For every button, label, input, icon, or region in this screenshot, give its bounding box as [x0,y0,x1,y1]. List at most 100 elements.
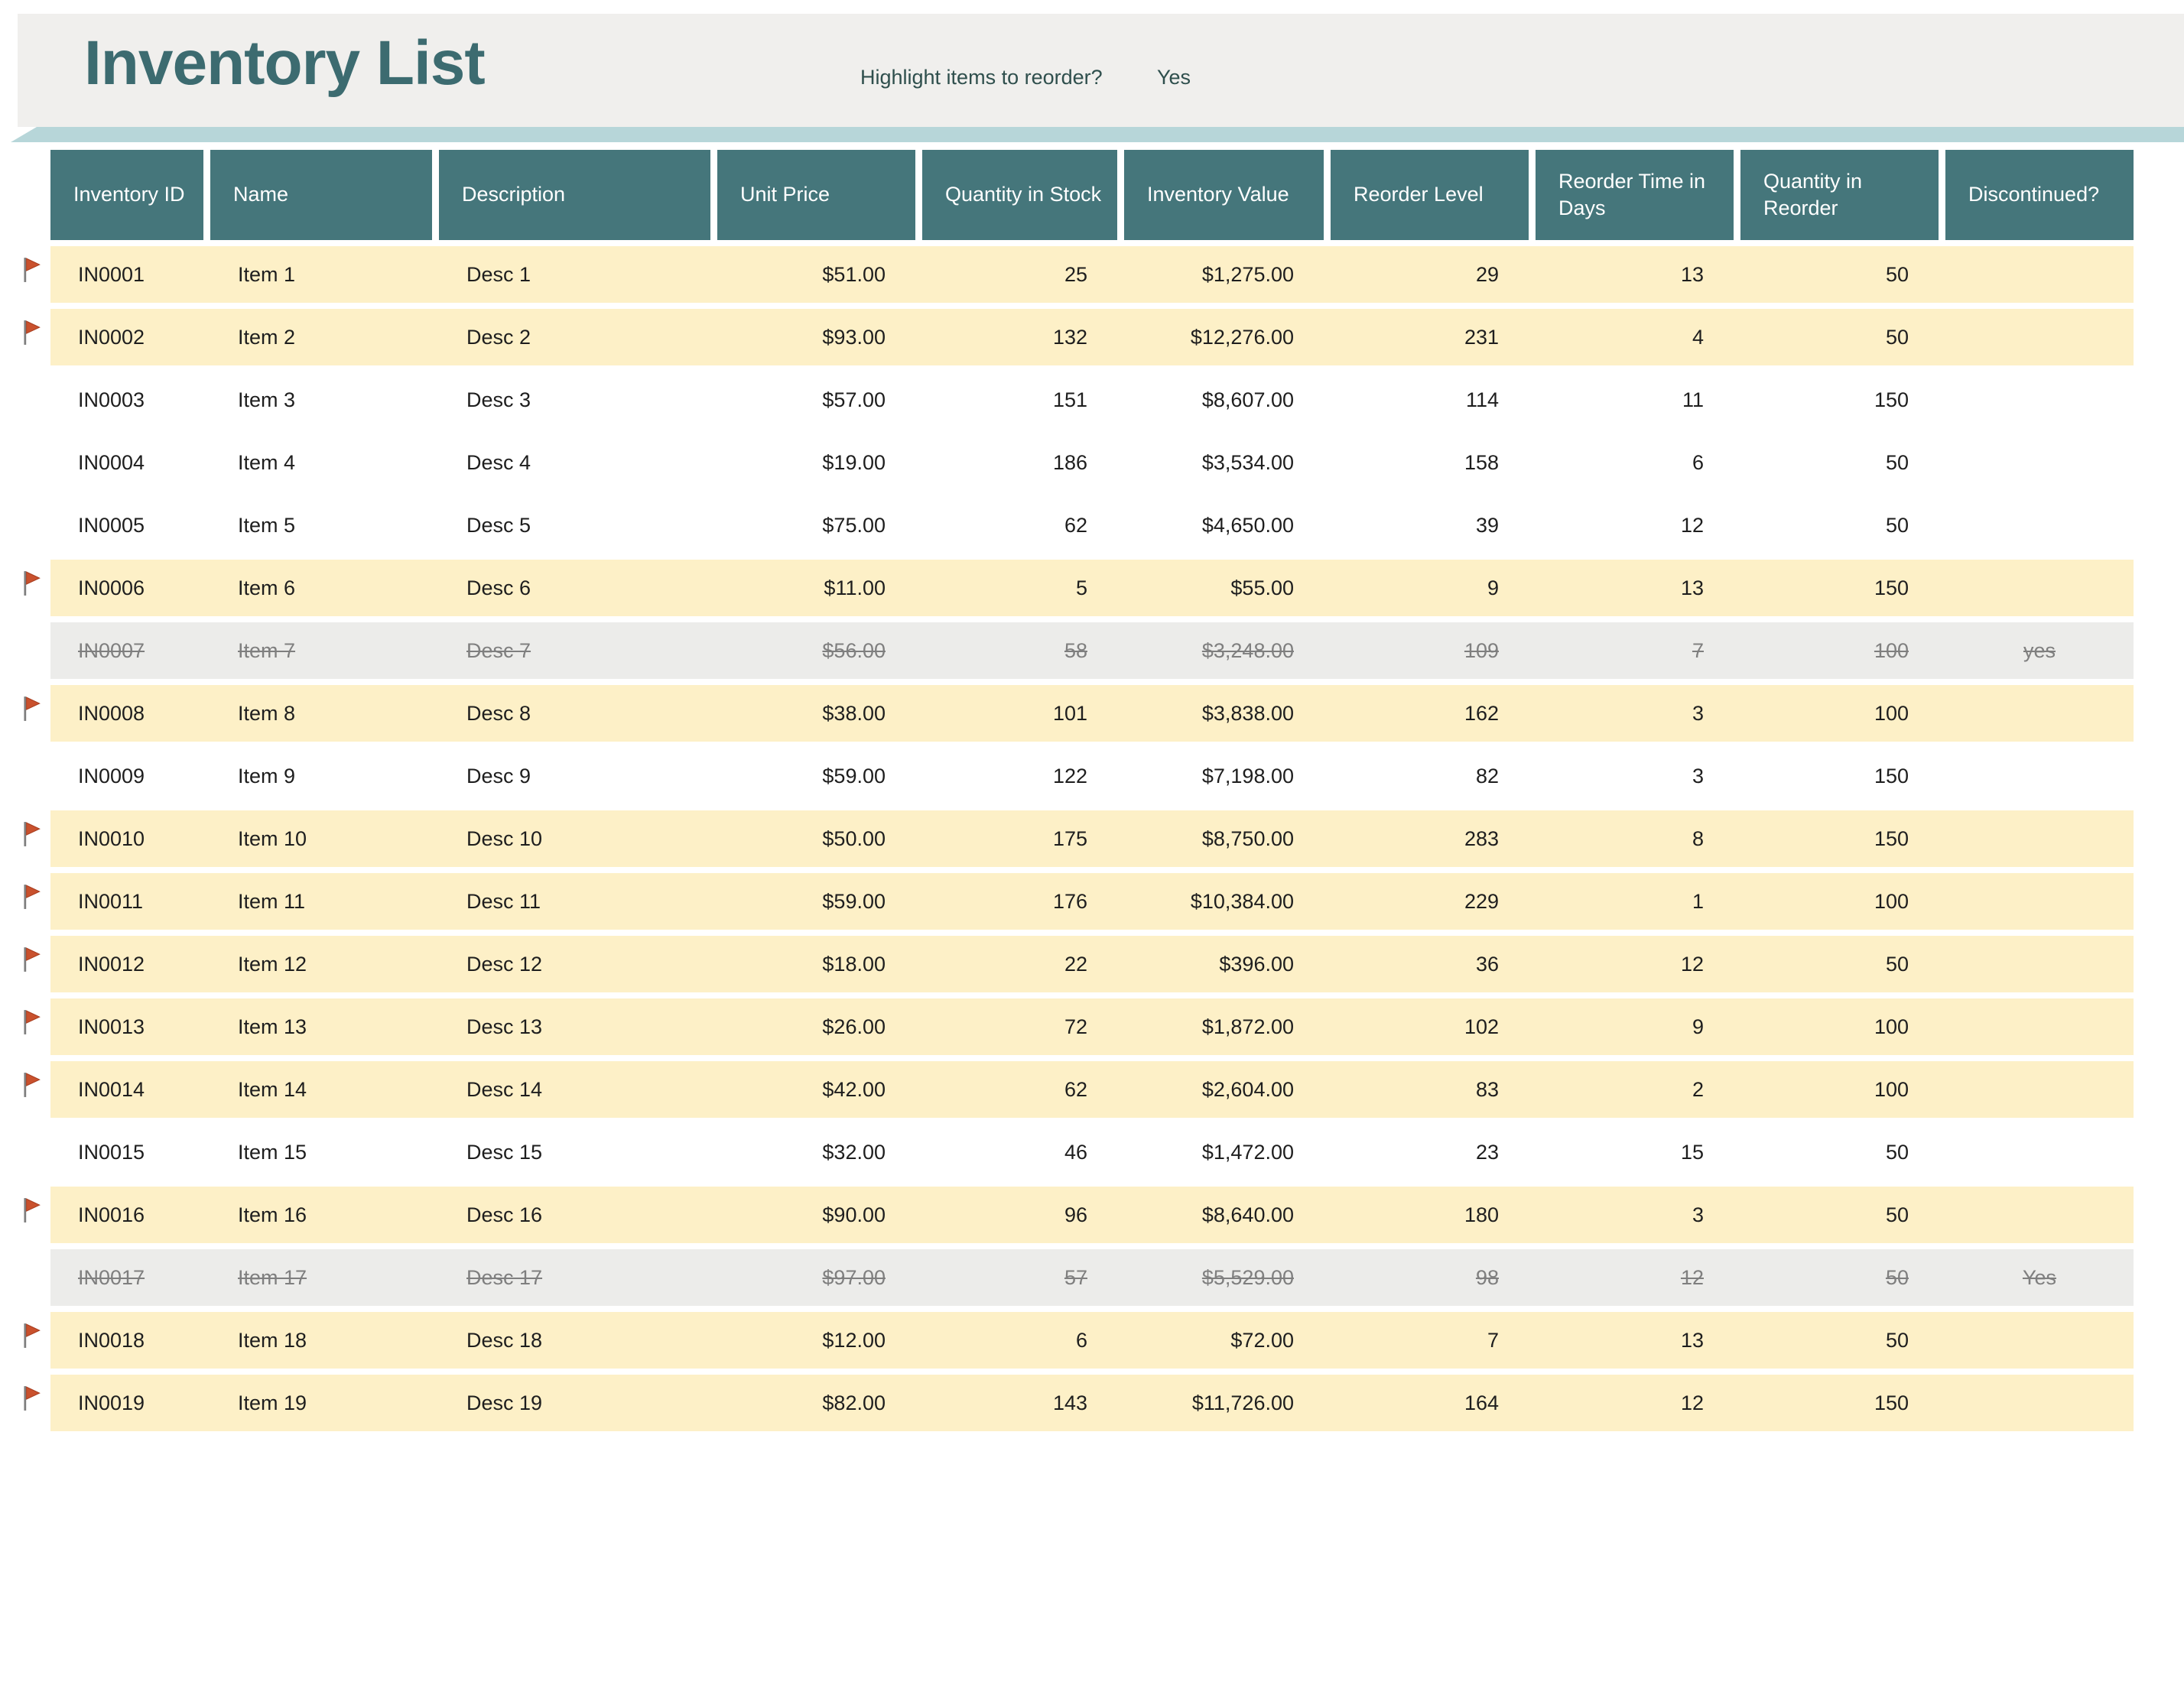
cell-inventory-id[interactable]: IN0006 [78,576,145,599]
cell-inventory-value[interactable]: $8,750.00 [1201,826,1294,850]
cell-reorder-level[interactable]: 23 [1475,1140,1499,1164]
cell-inventory-id[interactable]: IN0005 [78,513,145,537]
cell-quantity-in-reorder[interactable]: 150 [1874,576,1909,599]
cell-name[interactable]: Item 4 [238,450,296,474]
cell-quantity-in-stock[interactable]: 132 [1052,325,1087,349]
cell-description[interactable]: Desc 9 [466,764,531,787]
cell-reorder-level[interactable]: 39 [1475,513,1499,537]
cell-quantity-in-reorder[interactable]: 150 [1874,826,1909,850]
cell-quantity-in-reorder[interactable]: 50 [1885,1265,1909,1289]
cell-name[interactable]: Item 8 [238,701,296,725]
cell-quantity-in-stock[interactable]: 5 [1075,576,1087,599]
cell-quantity-in-reorder[interactable]: 100 [1874,701,1909,725]
cell-unit-price[interactable]: $93.00 [822,325,886,349]
cell-reorder-time-in-days[interactable]: 2 [1692,1077,1704,1101]
cell-description[interactable]: Desc 14 [466,1077,543,1101]
cell-unit-price[interactable]: $19.00 [822,450,886,474]
cell-inventory-id[interactable]: IN0012 [78,952,145,976]
column-header-quantity-in-reorder[interactable]: Quantity in Reorder [1740,150,1945,240]
cell-inventory-id[interactable]: IN0016 [78,1203,145,1226]
cell-discontinued[interactable] [1945,434,2134,491]
cell-discontinued[interactable] [1945,372,2134,428]
cell-inventory-value[interactable]: $10,384.00 [1190,889,1294,913]
cell-quantity-in-reorder[interactable]: 50 [1885,262,1909,286]
cell-name[interactable]: Item 17 [238,1265,307,1289]
cell-reorder-time-in-days[interactable]: 13 [1680,262,1704,286]
cell-reorder-time-in-days[interactable]: 3 [1692,1203,1704,1226]
cell-quantity-in-reorder[interactable]: 50 [1885,513,1909,537]
cell-description[interactable]: Desc 5 [466,513,531,537]
cell-reorder-time-in-days[interactable]: 3 [1692,764,1704,787]
cell-quantity-in-stock[interactable]: 186 [1052,450,1087,474]
cell-reorder-time-in-days[interactable]: 9 [1692,1015,1704,1038]
cell-inventory-value[interactable]: $1,872.00 [1201,1015,1294,1038]
cell-inventory-value[interactable]: $2,604.00 [1201,1077,1294,1101]
cell-quantity-in-reorder[interactable]: 50 [1885,325,1909,349]
cell-description[interactable]: Desc 1 [466,262,531,286]
cell-quantity-in-reorder[interactable]: 100 [1874,1015,1909,1038]
cell-name[interactable]: Item 15 [238,1140,307,1164]
cell-discontinued[interactable] [1945,873,2134,930]
cell-discontinued[interactable] [1945,748,2134,804]
cell-quantity-in-reorder[interactable]: 150 [1874,764,1909,787]
cell-inventory-id[interactable]: IN0017 [78,1265,145,1289]
cell-description[interactable]: Desc 17 [466,1265,543,1289]
cell-quantity-in-stock[interactable]: 176 [1052,889,1087,913]
column-header-unit-price[interactable]: Unit Price [717,150,922,240]
cell-inventory-value[interactable]: $396.00 [1219,952,1294,976]
cell-reorder-time-in-days[interactable]: 13 [1680,1328,1704,1352]
cell-inventory-id[interactable]: IN0018 [78,1328,145,1352]
cell-quantity-in-reorder[interactable]: 50 [1885,952,1909,976]
cell-inventory-id[interactable]: IN0014 [78,1077,145,1101]
cell-reorder-level[interactable]: 109 [1464,638,1499,662]
cell-quantity-in-reorder[interactable]: 100 [1874,1077,1909,1101]
cell-discontinued[interactable]: Yes [2022,1265,2057,1289]
cell-unit-price[interactable]: $57.00 [822,388,886,411]
cell-inventory-value[interactable]: $11,726.00 [1191,1391,1294,1414]
cell-inventory-id[interactable]: IN0010 [78,826,145,850]
cell-description[interactable]: Desc 8 [466,701,531,725]
cell-reorder-level[interactable]: 102 [1464,1015,1499,1038]
column-header-discontinued[interactable]: Discontinued? [1945,150,2134,240]
cell-reorder-level[interactable]: 231 [1464,325,1499,349]
cell-reorder-time-in-days[interactable]: 15 [1680,1140,1704,1164]
cell-quantity-in-reorder[interactable]: 50 [1885,1328,1909,1352]
cell-reorder-level[interactable]: 229 [1464,889,1499,913]
cell-unit-price[interactable]: $75.00 [822,513,886,537]
cell-reorder-level[interactable]: 29 [1475,262,1499,286]
cell-inventory-id[interactable]: IN0001 [78,262,145,286]
cell-inventory-value[interactable]: $3,534.00 [1201,450,1294,474]
cell-reorder-time-in-days[interactable]: 12 [1680,1391,1704,1414]
cell-unit-price[interactable]: $50.00 [822,826,886,850]
cell-quantity-in-reorder[interactable]: 150 [1874,1391,1909,1414]
cell-reorder-time-in-days[interactable]: 12 [1680,513,1704,537]
cell-inventory-id[interactable]: IN0003 [78,388,145,411]
cell-quantity-in-stock[interactable]: 22 [1064,952,1087,976]
cell-unit-price[interactable]: $42.00 [822,1077,886,1101]
cell-reorder-level[interactable]: 283 [1464,826,1499,850]
cell-description[interactable]: Desc 6 [466,576,531,599]
cell-discontinued[interactable] [1945,1375,2134,1431]
cell-name[interactable]: Item 9 [238,764,296,787]
cell-discontinued[interactable]: yes [2023,638,2056,662]
cell-reorder-level[interactable]: 158 [1464,450,1499,474]
cell-name[interactable]: Item 3 [238,388,296,411]
cell-discontinued[interactable] [1945,1312,2134,1369]
cell-reorder-time-in-days[interactable]: 3 [1692,701,1704,725]
cell-description[interactable]: Desc 2 [466,325,531,349]
cell-reorder-level[interactable]: 9 [1487,576,1499,599]
column-header-name[interactable]: Name [210,150,439,240]
cell-description[interactable]: Desc 11 [466,889,541,913]
cell-name[interactable]: Item 10 [238,826,307,850]
column-header-inventory-value[interactable]: Inventory Value [1124,150,1331,240]
cell-reorder-level[interactable]: 114 [1465,388,1499,411]
cell-reorder-level[interactable]: 83 [1475,1077,1499,1101]
cell-inventory-id[interactable]: IN0008 [78,701,145,725]
cell-discontinued[interactable] [1945,1124,2134,1180]
cell-quantity-in-stock[interactable]: 151 [1052,388,1087,411]
cell-discontinued[interactable] [1945,246,2134,303]
cell-name[interactable]: Item 2 [238,325,296,349]
cell-quantity-in-stock[interactable]: 62 [1064,513,1087,537]
cell-quantity-in-reorder[interactable]: 50 [1885,1140,1909,1164]
cell-reorder-time-in-days[interactable]: 7 [1692,638,1704,662]
